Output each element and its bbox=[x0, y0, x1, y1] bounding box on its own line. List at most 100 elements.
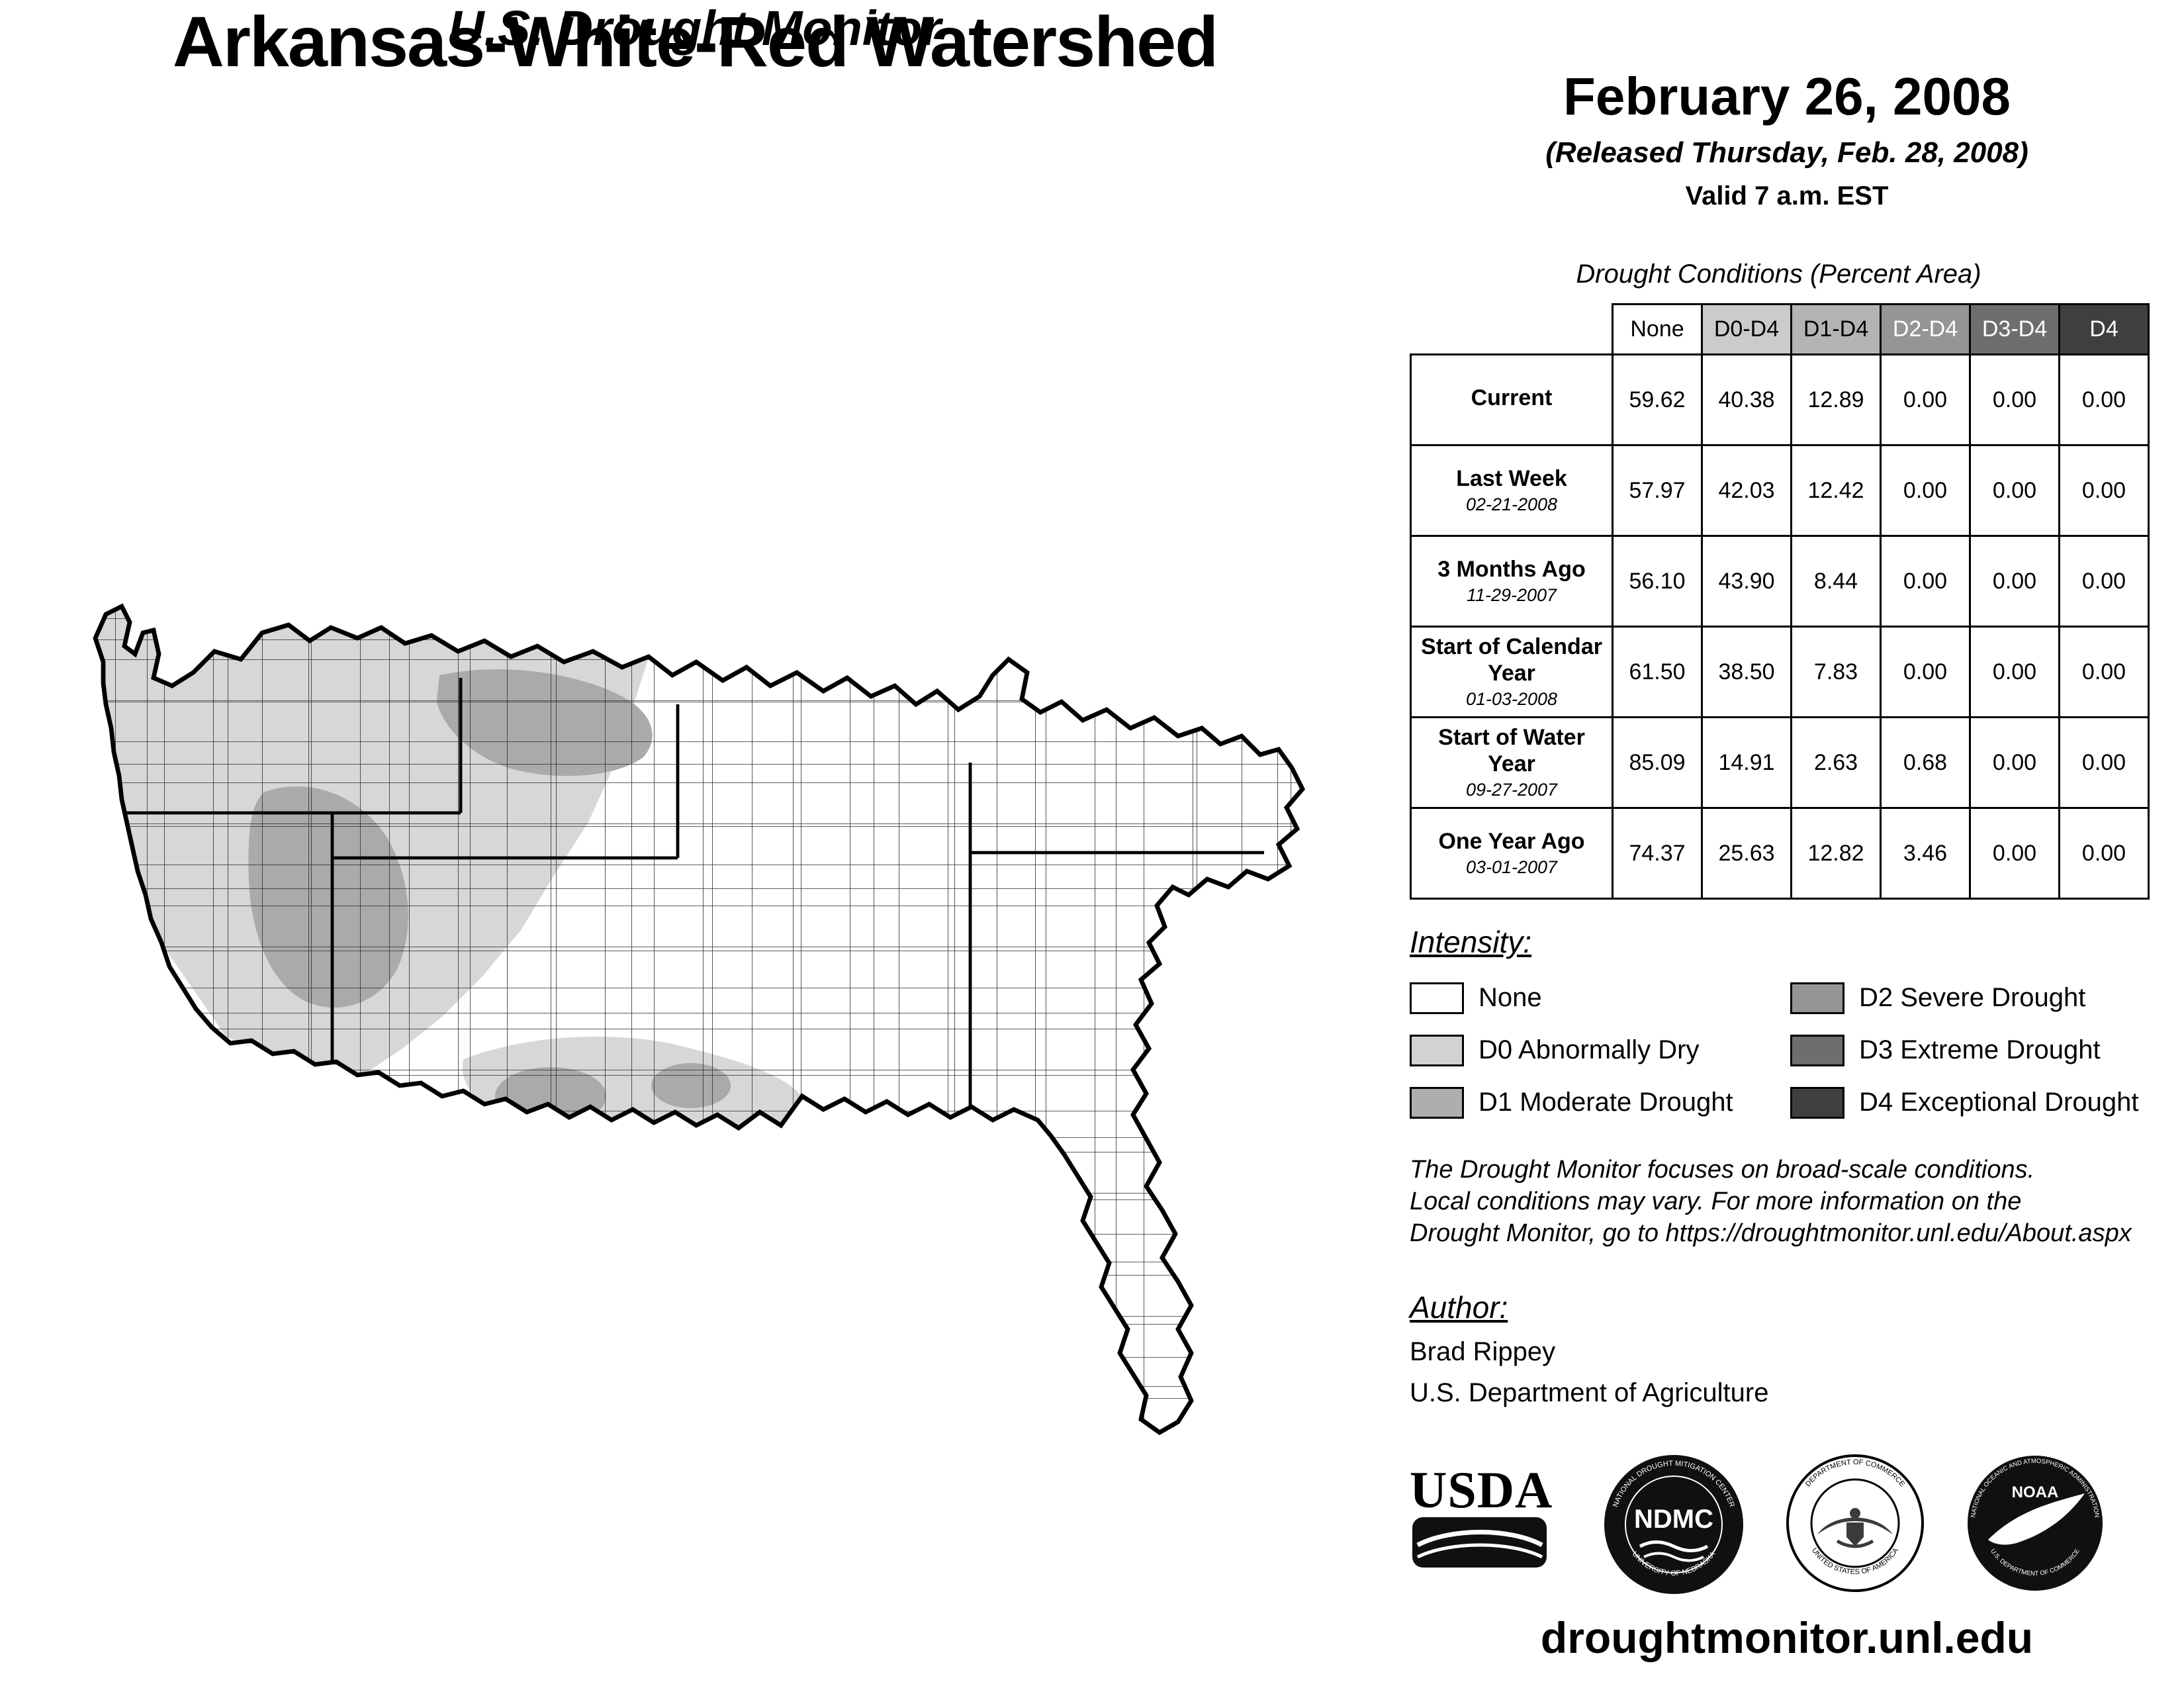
table-row-last-week: Last Week 02-21-2008 57.97 42.03 12.42 0… bbox=[1410, 444, 2150, 537]
table-title: Drought Conditions (Percent Area) bbox=[1576, 259, 1981, 289]
legend-item-d2: D2 Severe Drought bbox=[1790, 972, 2177, 1024]
release-date: (Released Thursday, Feb. 28, 2008) bbox=[1545, 136, 2028, 169]
author-name: Brad Rippey bbox=[1410, 1337, 1556, 1366]
author-heading: Author: bbox=[1410, 1290, 1508, 1325]
value-cell: 3.46 bbox=[1880, 807, 1971, 900]
table-row-one-year-ago: One Year Ago 03-01-2007 74.37 25.63 12.8… bbox=[1410, 807, 2150, 900]
report-date: February 26, 2008 bbox=[1563, 67, 2011, 126]
row-label-start-water-year: Start of Water Year 09-27-2007 bbox=[1410, 716, 1614, 809]
agency-logos: USDA NATIONAL DROUGHT MITIGATION CENTER … bbox=[1410, 1454, 2138, 1599]
value-cell: 7.83 bbox=[1790, 626, 1882, 718]
value-cell: 12.89 bbox=[1790, 353, 1882, 446]
legend-swatch-d3 bbox=[1790, 1034, 1844, 1066]
disclaimer: The Drought Monitor focuses on broad-sca… bbox=[1410, 1154, 2184, 1250]
noaa-seagull-icon bbox=[1988, 1493, 2085, 1545]
value-cell: 25.63 bbox=[1701, 807, 1792, 900]
table-row-3-months-ago: 3 Months Ago 11-29-2007 56.10 43.90 8.44… bbox=[1410, 535, 2150, 628]
table-header-row: None D0-D4 D1-D4 D2-D4 D3-D4 D4 bbox=[1410, 303, 2150, 355]
doc-eagle-emblem bbox=[1817, 1508, 1893, 1548]
value-cell: 0.00 bbox=[2058, 444, 2150, 537]
col-header-d1d4: D1-D4 bbox=[1790, 303, 1882, 355]
table-row-current: Current 59.62 40.38 12.89 0.00 0.00 0.00 bbox=[1410, 353, 2150, 446]
legend-swatch-d4 bbox=[1790, 1086, 1844, 1119]
row-label-3-months-ago: 3 Months Ago 11-29-2007 bbox=[1410, 535, 1614, 628]
table-row-start-calendar-year: Start of Calendar Year 01-03-2008 61.50 … bbox=[1410, 626, 2150, 718]
legend-item-d4: D4 Exceptional Drought bbox=[1790, 1076, 2177, 1129]
watershed-outline bbox=[93, 603, 1306, 1436]
disclaimer-line-2: Local conditions may vary. For more info… bbox=[1410, 1187, 2022, 1215]
value-cell: 85.09 bbox=[1612, 716, 1703, 809]
value-cell: 8.44 bbox=[1790, 535, 1882, 628]
value-cell: 0.00 bbox=[1880, 444, 1971, 537]
value-cell: 0.00 bbox=[2058, 535, 2150, 628]
value-cell: 74.37 bbox=[1612, 807, 1703, 900]
value-cell: 0.00 bbox=[1969, 444, 2060, 537]
watershed-map bbox=[66, 577, 1363, 1451]
value-cell: 0.00 bbox=[1969, 807, 2060, 900]
disclaimer-line-3: Drought Monitor, go to https://droughtmo… bbox=[1410, 1219, 2132, 1247]
value-cell: 2.63 bbox=[1790, 716, 1882, 809]
doc-logo: DEPARTMENT OF COMMERCE UNITED STATES OF … bbox=[1786, 1454, 1924, 1592]
footer-url: droughtmonitor.unl.edu bbox=[1540, 1613, 2034, 1662]
value-cell: 40.38 bbox=[1701, 353, 1792, 446]
usda-logo: USDA bbox=[1410, 1461, 1553, 1573]
drought-conditions-table: None D0-D4 D1-D4 D2-D4 D3-D4 D4 Current … bbox=[1410, 303, 2150, 900]
legend-swatch-none bbox=[1410, 982, 1464, 1014]
value-cell: 0.00 bbox=[2058, 353, 2150, 446]
value-cell: 0.00 bbox=[1969, 353, 2060, 446]
date-block: February 26, 2008 (Released Thursday, Fe… bbox=[1476, 66, 2098, 211]
row-label-last-week: Last Week 02-21-2008 bbox=[1410, 444, 1614, 537]
ndmc-logo: NATIONAL DROUGHT MITIGATION CENTER UNIVE… bbox=[1604, 1455, 1743, 1594]
monitor-title: U.S. Drought Monitor bbox=[449, 1, 941, 56]
disclaimer-line-1: The Drought Monitor focuses on broad-sca… bbox=[1410, 1156, 2035, 1184]
row-label-one-year-ago: One Year Ago 03-01-2007 bbox=[1410, 807, 1614, 900]
value-cell: 0.68 bbox=[1880, 716, 1971, 809]
value-cell: 0.00 bbox=[1969, 535, 2060, 628]
legend-item-d3: D3 Extreme Drought bbox=[1790, 1024, 2177, 1076]
value-cell: 61.50 bbox=[1612, 626, 1703, 718]
ndmc-logo-text: NDMC bbox=[1634, 1505, 1713, 1534]
subbasin-boundaries bbox=[95, 678, 1264, 1201]
value-cell: 43.90 bbox=[1701, 535, 1792, 628]
legend-swatch-d1 bbox=[1410, 1086, 1464, 1119]
col-header-none: None bbox=[1612, 303, 1703, 355]
intensity-heading: Intensity: bbox=[1410, 925, 1532, 959]
value-cell: 0.00 bbox=[2058, 807, 2150, 900]
legend-item-d0: D0 Abnormally Dry bbox=[1410, 1024, 1790, 1076]
usda-logo-text: USDA bbox=[1410, 1461, 1553, 1519]
col-header-d0d4: D0-D4 bbox=[1701, 303, 1792, 355]
row-label-start-calendar-year: Start of Calendar Year 01-03-2008 bbox=[1410, 626, 1614, 718]
noaa-logo: NATIONAL OCEANIC AND ATMOSPHERIC ADMINIS… bbox=[1968, 1456, 2103, 1591]
valid-time: Valid 7 a.m. EST bbox=[1685, 181, 1889, 211]
value-cell: 0.00 bbox=[1880, 353, 1971, 446]
value-cell: 0.00 bbox=[2058, 626, 2150, 718]
table-row-start-water-year: Start of Water Year 09-27-2007 85.09 14.… bbox=[1410, 716, 2150, 809]
value-cell: 56.10 bbox=[1612, 535, 1703, 628]
value-cell: 14.91 bbox=[1701, 716, 1792, 809]
county-grid-overlay bbox=[95, 606, 1302, 1432]
intensity-legend: None D0 Abnormally Dry D1 Moderate Droug… bbox=[1410, 972, 2177, 1129]
col-header-d4: D4 bbox=[2058, 303, 2150, 355]
col-header-d3d4: D3-D4 bbox=[1969, 303, 2060, 355]
value-cell: 12.82 bbox=[1790, 807, 1882, 900]
legend-item-d1: D1 Moderate Drought bbox=[1410, 1076, 1790, 1129]
noaa-logo-text: NOAA bbox=[2012, 1483, 2059, 1501]
legend-item-none: None bbox=[1410, 972, 1790, 1024]
value-cell: 0.00 bbox=[2058, 716, 2150, 809]
region-title: Arkansas-White-Red Watershed bbox=[172, 1, 1218, 81]
usda-logo-field bbox=[1412, 1517, 1547, 1568]
value-cell: 0.00 bbox=[1969, 716, 2060, 809]
value-cell: 59.62 bbox=[1612, 353, 1703, 446]
value-cell: 38.50 bbox=[1701, 626, 1792, 718]
value-cell: 0.00 bbox=[1880, 626, 1971, 718]
value-cell: 42.03 bbox=[1701, 444, 1792, 537]
value-cell: 0.00 bbox=[1969, 626, 2060, 718]
row-label-current: Current bbox=[1410, 353, 1614, 446]
value-cell: 0.00 bbox=[1880, 535, 1971, 628]
col-header-d2d4: D2-D4 bbox=[1880, 303, 1971, 355]
table-corner bbox=[1410, 304, 1613, 355]
author-org: U.S. Department of Agriculture bbox=[1410, 1378, 1769, 1407]
legend-swatch-d0 bbox=[1410, 1034, 1464, 1066]
legend-swatch-d2 bbox=[1790, 982, 1844, 1014]
